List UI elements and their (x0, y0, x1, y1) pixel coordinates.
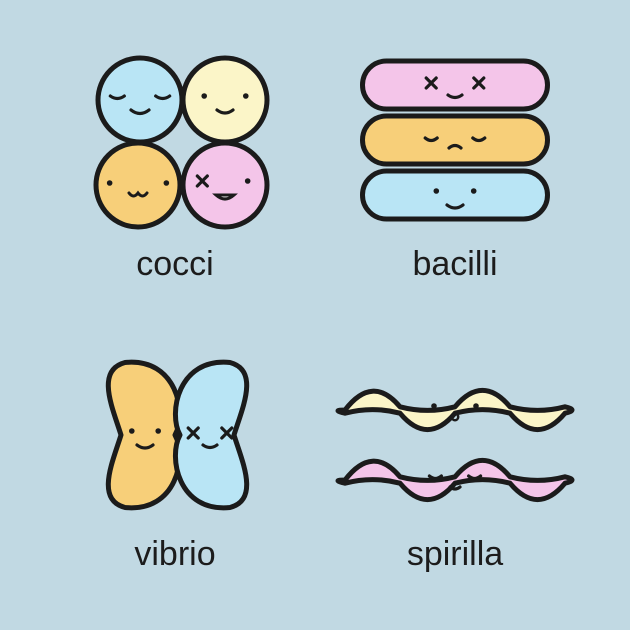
cell-body (183, 143, 267, 227)
eye-dot (471, 188, 477, 194)
coccus (98, 58, 182, 142)
cell-body (363, 171, 548, 219)
eye-dot (129, 428, 135, 434)
eye-dot (164, 180, 170, 186)
coccus (96, 143, 180, 227)
cell-body (108, 362, 179, 508)
eye-dot (201, 93, 207, 99)
bacilli-label: bacilli (412, 245, 497, 283)
cell-body (98, 58, 182, 142)
coccus (183, 143, 267, 227)
bacillus (363, 61, 548, 109)
cell-body (363, 116, 548, 164)
eye-dot (434, 188, 440, 194)
vibrio-cell (175, 362, 246, 508)
eye-dot (243, 93, 249, 99)
vibrio-cell (108, 362, 179, 508)
eye-dot (107, 180, 113, 186)
bacillus (363, 171, 548, 219)
bacillus (363, 116, 548, 164)
cell-body (175, 362, 246, 508)
spirilla-label: spirilla (407, 535, 503, 573)
eye-dot (431, 403, 437, 409)
eye-dot (155, 428, 161, 434)
cell-body (363, 61, 548, 109)
eye-dot (473, 403, 479, 409)
mouth-grin (216, 195, 234, 199)
cocci-label: cocci (136, 245, 213, 283)
vibrio-label: vibrio (134, 535, 215, 573)
coccus (183, 58, 267, 142)
cell-body (183, 58, 267, 142)
eye-dot (245, 178, 251, 184)
